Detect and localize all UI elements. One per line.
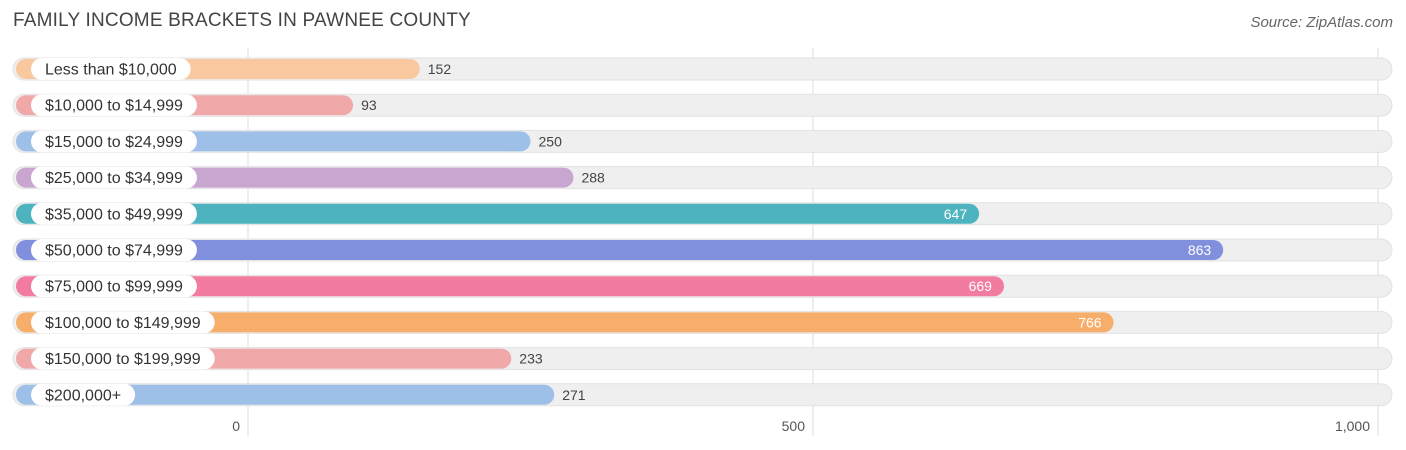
bar bbox=[16, 203, 980, 224]
value-label: 233 bbox=[519, 351, 543, 367]
category-pill bbox=[31, 58, 191, 80]
bar bbox=[16, 384, 555, 405]
category-label: $25,000 to $34,999 bbox=[45, 170, 183, 187]
category-pill bbox=[31, 239, 197, 261]
category-pill bbox=[31, 94, 197, 117]
x-tick-label: 500 bbox=[782, 418, 806, 434]
value-label: 766 bbox=[1078, 314, 1102, 330]
category-label: $35,000 to $49,999 bbox=[45, 206, 183, 223]
category-pill bbox=[31, 275, 197, 298]
category-label: $200,000+ bbox=[45, 387, 121, 404]
value-label: 152 bbox=[428, 61, 452, 77]
value-label: 288 bbox=[581, 170, 605, 186]
category-label: $150,000 to $199,999 bbox=[45, 351, 201, 368]
category-pill bbox=[31, 166, 197, 189]
chart-source: Source: ZipAtlas.com bbox=[1250, 14, 1393, 31]
bar bbox=[16, 312, 1114, 333]
category-label: $100,000 to $149,999 bbox=[45, 315, 201, 332]
value-label: 863 bbox=[1188, 242, 1212, 258]
value-label: 93 bbox=[361, 97, 377, 113]
category-label: Less than $10,000 bbox=[45, 62, 177, 79]
category-label: $10,000 to $14,999 bbox=[45, 98, 183, 115]
chart-title: FAMILY INCOME BRACKETS IN PAWNEE COUNTY bbox=[13, 10, 471, 31]
bar bbox=[16, 240, 1224, 260]
row-background bbox=[12, 93, 1393, 117]
category-pill bbox=[31, 202, 197, 225]
category-label: $75,000 to $99,999 bbox=[45, 279, 183, 296]
category-label: $50,000 to $74,999 bbox=[45, 243, 183, 260]
value-label: 669 bbox=[969, 278, 993, 294]
category-pill bbox=[31, 130, 197, 153]
x-tick-label: 1,000 bbox=[1335, 418, 1370, 434]
category-pill bbox=[31, 311, 215, 334]
x-tick-label: 0 bbox=[232, 418, 240, 434]
value-label: 647 bbox=[944, 206, 968, 222]
bar bbox=[16, 276, 1004, 297]
category-pill bbox=[31, 383, 136, 406]
value-label: 271 bbox=[562, 387, 586, 403]
category-label: $15,000 to $24,999 bbox=[45, 134, 183, 151]
value-label: 250 bbox=[539, 133, 563, 149]
category-pill bbox=[31, 347, 215, 370]
